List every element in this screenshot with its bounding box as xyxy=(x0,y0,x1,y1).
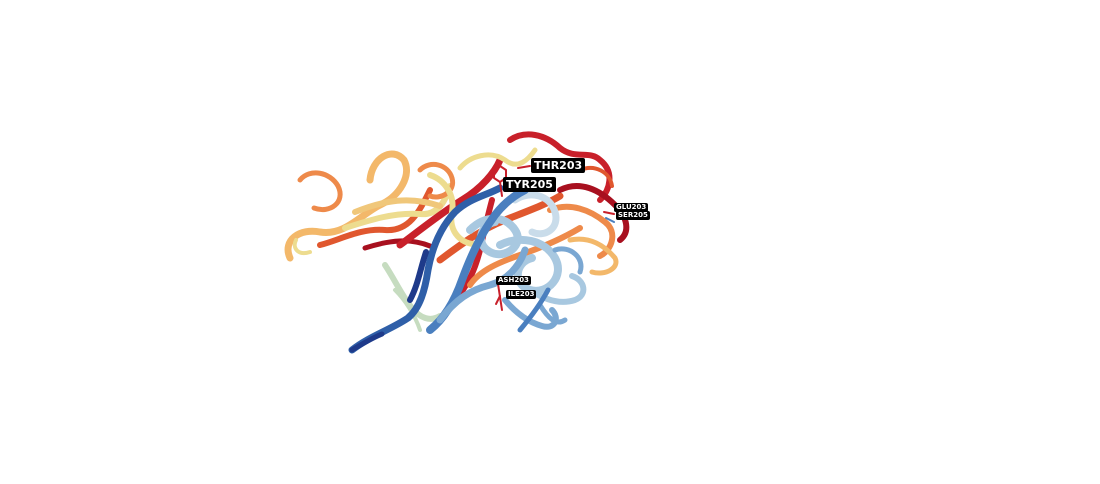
residue-label-glu203: GLU203 xyxy=(614,203,649,212)
residue-label-tyr205: TYR205 xyxy=(503,177,556,192)
ribbon-strand xyxy=(517,287,551,333)
ribbon-strand xyxy=(348,184,504,354)
residue-label-thr203: THR203 xyxy=(531,158,586,173)
ribbon-strand xyxy=(417,161,456,200)
ribbon-strand xyxy=(502,297,559,330)
ribbon-strand xyxy=(352,197,443,215)
ribbon-strand xyxy=(396,156,504,249)
ribbon-strand xyxy=(342,183,453,231)
ribbon-strand xyxy=(436,246,529,324)
ribbon-strand xyxy=(567,236,619,276)
residue-label-ash203: ASH203 xyxy=(496,276,531,285)
ribbon-strand xyxy=(292,238,312,255)
ribbon-strand xyxy=(552,246,584,275)
ribbon-helix xyxy=(511,191,560,238)
ribbon-strand xyxy=(382,262,443,322)
ribbon-helix xyxy=(496,235,562,295)
ribbon-strand xyxy=(349,331,385,353)
ribbon-strand xyxy=(457,147,538,171)
ribbon-strand xyxy=(362,238,433,251)
ribbon-strand xyxy=(317,187,433,248)
ribbon-strand xyxy=(452,197,495,303)
residue-label-ser205: SER205 xyxy=(616,211,650,220)
ribbon-strand xyxy=(407,249,429,303)
ribbon-strand xyxy=(297,170,343,212)
residue-sticks xyxy=(493,165,615,311)
ribbon-strand xyxy=(537,302,568,325)
ribbon-strand xyxy=(393,288,422,332)
residue-label-ile203: ILE203 xyxy=(506,290,537,299)
